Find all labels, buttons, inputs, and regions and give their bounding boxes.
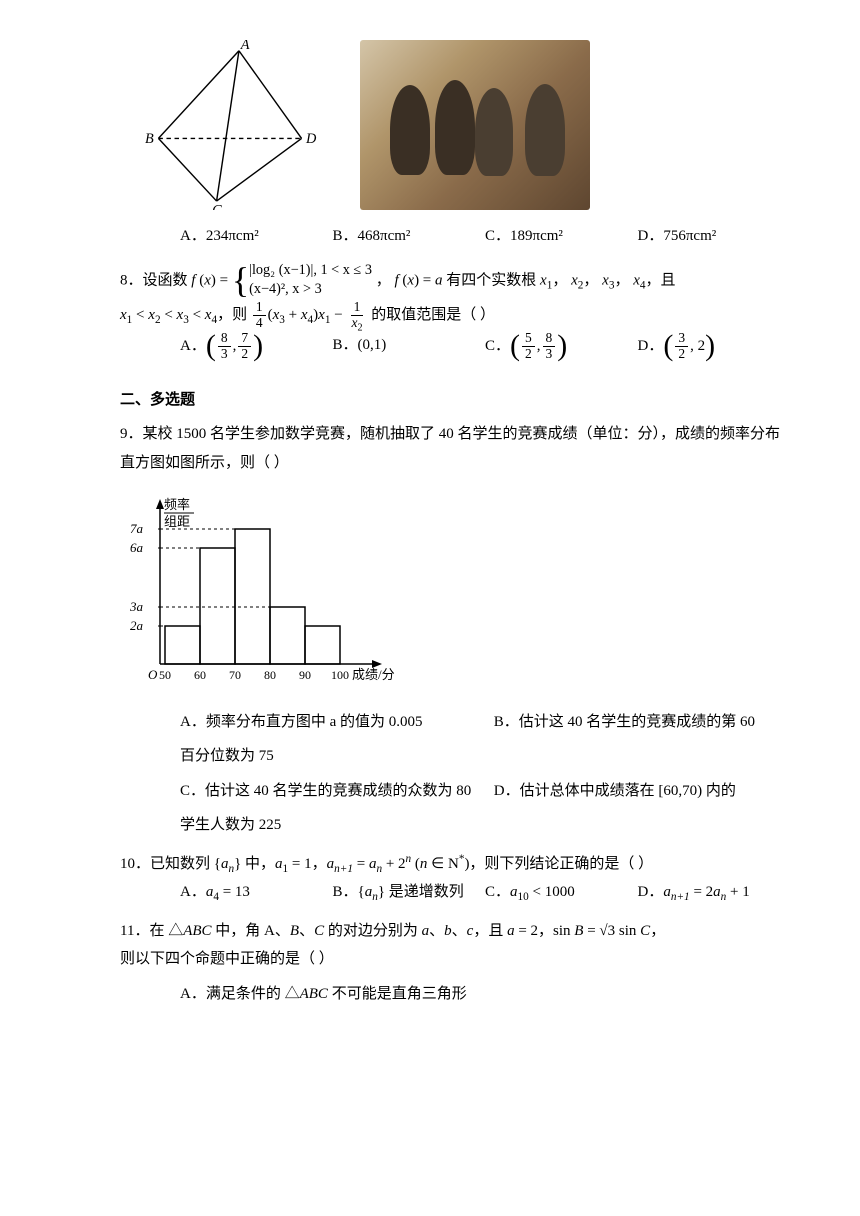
tetrahedron-diagram: A B C D [140,40,320,210]
q9-text: 9．某校 1500 名学生参加数学竞赛，随机抽取了 40 名学生的竞赛成绩（单位… [120,420,780,477]
svg-text:6a: 6a [130,540,144,555]
q7-option-d: D．756πcm² [638,222,781,251]
q7-option-a: A．234πcm² [180,222,323,251]
q9-row-d2: 学生人数为 225 [120,811,780,840]
q7-options: A．234πcm² B．468πcm² C．189πcm² D．756πcm² [120,222,780,251]
svg-text:3a: 3a [129,599,144,614]
figure-row: A B C D [120,40,780,210]
section-2-title: 二、多选题 [120,386,780,415]
svg-text:90: 90 [299,668,311,682]
q10-option-c: C．a10 < 1000 [485,878,628,907]
q9-option-a: A．频率分布直方图中 a 的值为 0.005 [180,708,490,737]
svg-text:7a: 7a [130,521,144,536]
q8-piece1: |log₂ (x−1)|, 1 < x ≤ 3 [249,261,372,281]
svg-text:2a: 2a [130,618,144,633]
svg-text:O: O [148,667,158,682]
q7-option-b: B．468πcm² [333,222,476,251]
svg-text:成绩/分: 成绩/分 [352,667,395,682]
q8-option-c: C．(52, 83) [485,331,628,362]
q8-line2: x1 < x2 < x3 < x4，则 14(x3 + x4)x1 − 1x2 … [120,300,780,331]
q10-text: 10．已知数列 {an} 中，a1 = 1，an+1 = an + 2n (n … [120,850,780,879]
q8-options: A．(83, 72) B．(0,1) C．(52, 83) D．(32, 2) [120,331,780,362]
painting-image [360,40,590,210]
q8-mid: ， [376,272,391,288]
vertex-d: D [305,131,317,147]
q10-options: A．a4 = 13 B．{an} 是递增数列 C．a10 < 1000 D．an… [120,878,780,907]
svg-text:60: 60 [194,668,206,682]
q8-option-b: B．(0,1) [333,331,476,362]
svg-text:70: 70 [229,668,241,682]
svg-text:频率: 频率 [164,497,190,512]
q9-option-b: B．估计这 40 名学生的竞赛成绩的第 60 [494,714,755,730]
q9-option-c: C．估计这 40 名学生的竞赛成绩的众数为 80 [180,777,490,806]
q9-option-d: D．估计总体中成绩落在 [60,70) 内的 [494,783,736,799]
vertex-c: C [212,202,222,210]
q8-line1: 8．设函数 f (x) = { |log₂ (x−1)|, 1 < x ≤ 3 … [120,261,780,301]
histogram: 7a 6a 3a 2a 50 60 70 80 90 100 [120,489,780,700]
q11-option-a: A．满足条件的 △ABC 不可能是直角三角形 [120,980,780,1009]
q8-option-a: A．(83, 72) [180,331,323,362]
svg-text:组距: 组距 [164,514,190,529]
svg-text:50: 50 [159,668,171,682]
q8-option-d: D．(32, 2) [638,331,781,362]
q8-suffix: 的取值范围是（ ） [371,307,495,323]
q9-row-b2: 百分位数为 75 [120,742,780,771]
q9-row-cd: C．估计这 40 名学生的竞赛成绩的众数为 80 D．估计总体中成绩落在 [60… [120,777,780,806]
q10-option-d: D．an+1 = 2an + 1 [638,878,781,907]
q11-line2: 则以下四个命题中正确的是（ ） [120,945,780,974]
q11-line1: 11．在 △ABC 中，角 A、B、C 的对边分别为 a、b、c，且 a = 2… [120,917,780,946]
vertex-a: A [240,40,250,53]
svg-text:100: 100 [331,668,349,682]
q10-option-a: A．a4 = 13 [180,878,323,907]
vertex-b: B [145,131,154,147]
q8-prefix: 8．设函数 [120,272,188,288]
q8-piece2: (x−4)², x > 3 [249,280,372,300]
svg-text:80: 80 [264,668,276,682]
q7-option-c: C．189πcm² [485,222,628,251]
q10-option-b: B．{an} 是递增数列 [333,878,476,907]
q9-row-ab: A．频率分布直方图中 a 的值为 0.005 B．估计这 40 名学生的竞赛成绩… [120,708,780,737]
